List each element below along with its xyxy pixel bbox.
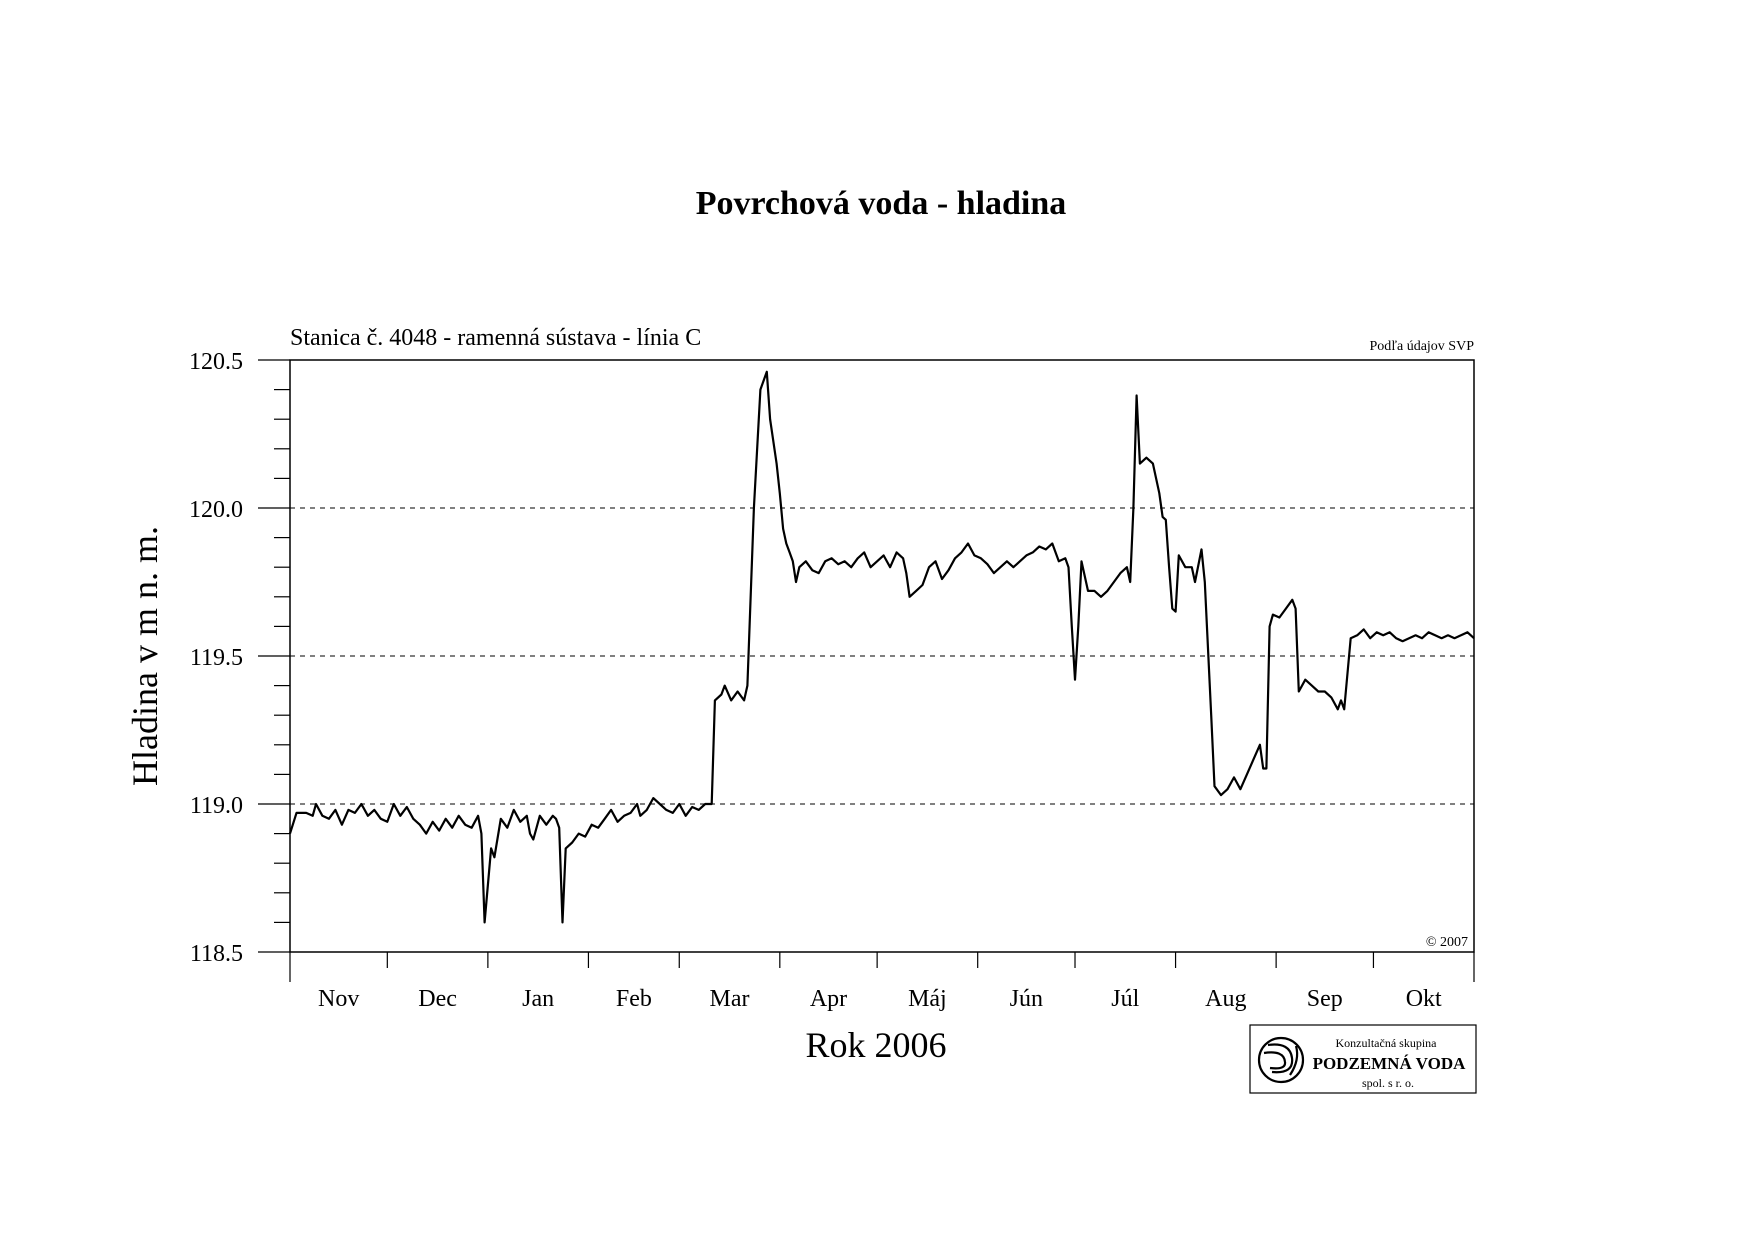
y-tick-label-3: 120.0 (189, 497, 243, 523)
grid (290, 359, 1474, 805)
chart-title: Povrchová voda - hladina (696, 185, 1067, 222)
x-tick-label-10: Sep (1307, 986, 1343, 1012)
x-tick-label-1: Dec (418, 986, 457, 1012)
x-tick-label-5: Apr (810, 986, 847, 1012)
x-tick-label-8: Júl (1111, 986, 1139, 1012)
x-axis-label: Rok 2006 (805, 1025, 946, 1065)
source-note: Podľa údajov SVP (1370, 339, 1475, 354)
y-tick-label-0: 118.5 (190, 941, 243, 967)
logo-mark-icon (1257, 1036, 1305, 1084)
x-axis: Nov Dec Jan Feb Mar Apr Máj Jún Júl Aug Sep Okt (289, 952, 1475, 1012)
chart-subtitle: Stanica č. 4048 - ramenná sústava - líni… (290, 325, 701, 351)
x-tick-label-3: Feb (616, 986, 652, 1012)
copyright-note: © 2007 (1426, 935, 1468, 950)
x-tick-label-2: Jan (522, 986, 554, 1012)
y-tick-label-2: 119.5 (190, 645, 243, 671)
y-axis-label: Hladina v m n. m. (125, 526, 165, 786)
x-tick-label-6: Máj (908, 986, 947, 1012)
logo-line-3: spol. s r. o. (1362, 1076, 1414, 1090)
y-axis: 118.5 119.0 119.5 120.0 120.5 (189, 349, 290, 967)
y-tick-label-4: 120.5 (189, 349, 243, 375)
x-tick-label-4: Mar (710, 986, 750, 1012)
series-line (288, 370, 1475, 924)
x-tick-label-7: Jún (1010, 986, 1043, 1012)
x-tick-label-9: Aug (1205, 986, 1246, 1012)
company-logo: Konzultačná skupina PODZEMNÁ VODA spol. … (1249, 1024, 1477, 1094)
x-tick-label-11: Okt (1406, 986, 1442, 1012)
y-tick-label-1: 119.0 (190, 793, 243, 819)
logo-line-1: Konzultačná skupina (1336, 1036, 1438, 1050)
x-tick-label-0: Nov (318, 986, 359, 1012)
logo-line-2: PODZEMNÁ VODA (1313, 1054, 1467, 1073)
